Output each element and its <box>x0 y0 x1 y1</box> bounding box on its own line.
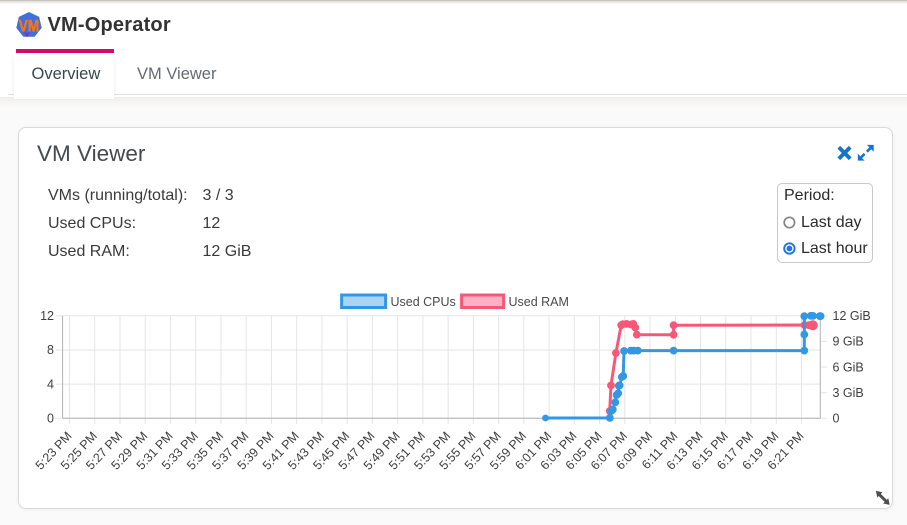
svg-text:12: 12 <box>40 309 54 323</box>
svg-text:0: 0 <box>47 412 54 426</box>
svg-text:8: 8 <box>47 343 54 357</box>
svg-text:VM: VM <box>19 17 40 35</box>
svg-text:Used CPUs: Used CPUs <box>391 295 456 309</box>
svg-text:6 GiB: 6 GiB <box>833 360 864 374</box>
svg-text:3 GiB: 3 GiB <box>833 386 864 400</box>
svg-text:12 GiB: 12 GiB <box>833 309 871 323</box>
svg-text:9 GiB: 9 GiB <box>833 335 864 349</box>
svg-text:Used RAM: Used RAM <box>509 295 569 309</box>
svg-text:0: 0 <box>833 412 840 426</box>
svg-text:4: 4 <box>47 377 54 391</box>
